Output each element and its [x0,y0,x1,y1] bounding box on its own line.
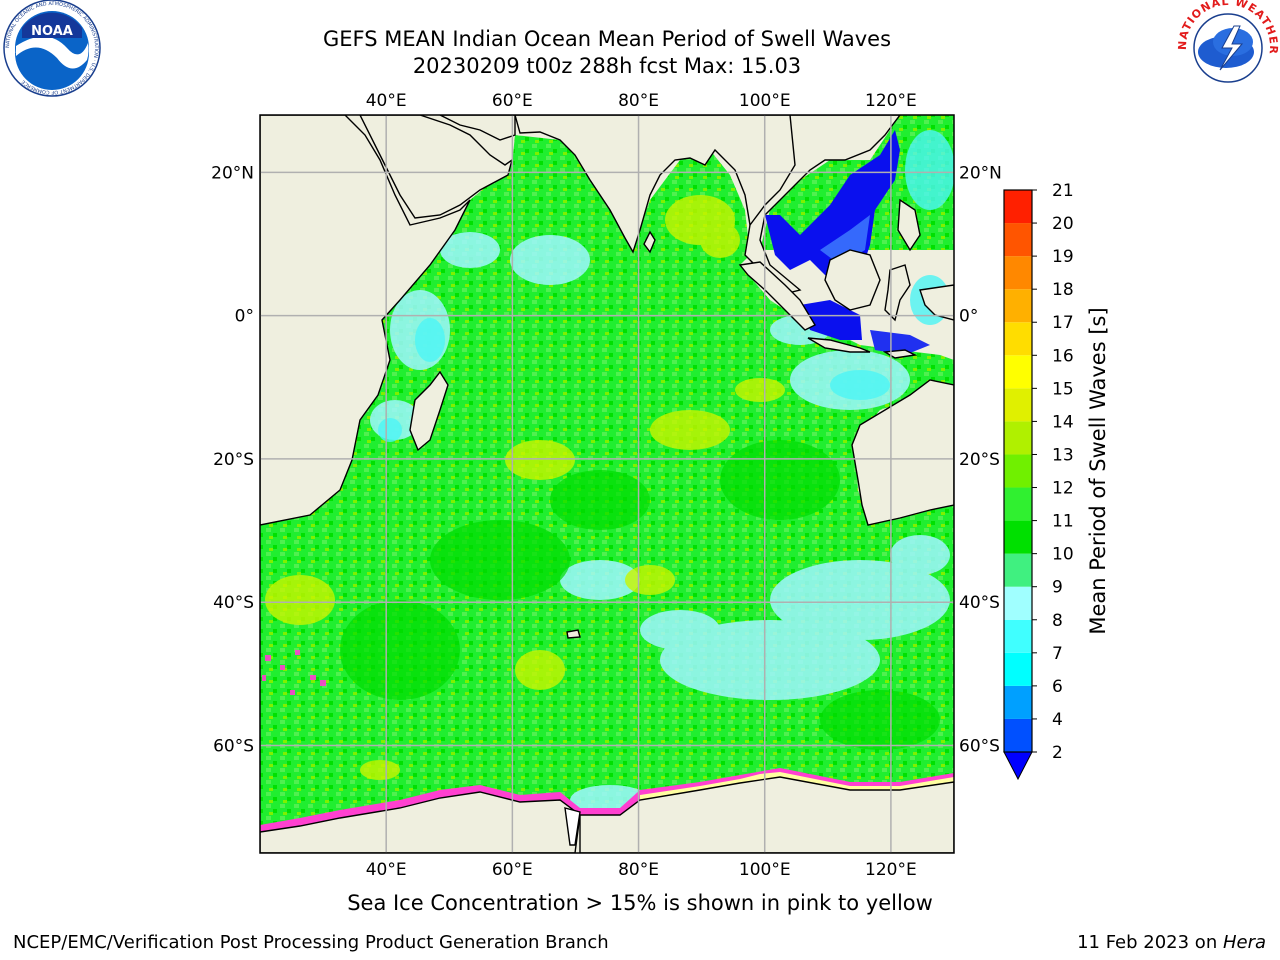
south-china-sea-field [765,130,900,280]
timor-land [882,349,918,359]
colorbar: 2 4 6 7 8 9 10 11 12 13 14 15 16 17 18 19 20 21 Mean Perio… [1003,181,1110,781]
colorbar-tick-label: 15 [1052,379,1074,399]
java-land [807,337,871,353]
lat-label-right: 60°S [959,737,1000,757]
footer-date-text: 11 Feb 2023 on [1077,932,1223,953]
land-masses [260,115,954,853]
colorbar-tick-label: 8 [1052,611,1063,631]
colorbar-segment [1004,454,1032,488]
lon-label-top: 120°E [865,91,917,111]
colorbar-tick-label: 18 [1052,280,1074,300]
colorbar-tick-label: 14 [1052,412,1074,432]
lat-label-left: 20°N [211,163,254,183]
lon-label-bottom: 60°E [492,860,533,880]
colorbar-tick-label: 20 [1052,214,1074,234]
colorbar-segment [1004,289,1032,323]
colorbar-segment [1004,487,1032,521]
antarctica-land [260,791,581,853]
sri-lanka-land [643,230,656,254]
nws-logo: NATIONAL WEATHER SERVICE [1176,0,1279,96]
colorbar-segment [1004,190,1032,224]
java-sea-field [800,300,862,340]
colorbar-tick-label: 10 [1052,545,1074,565]
sumatra-land [738,261,816,331]
map-subtitle: 20230209 t00z 288h fcst Max: 15.03 [412,54,802,78]
lon-label-bottom: 120°E [865,860,917,880]
colorbar-segment [1004,355,1032,389]
map-title: GEFS MEAN Indian Ocean Mean Period of Sw… [322,27,892,51]
footer-host: Hera [1222,932,1266,953]
high-period-patches [265,195,785,780]
banda-sea-field [870,330,930,355]
colorbar-segment [1004,322,1032,356]
kerguelen-land [566,629,581,639]
colorbar-segment [1004,652,1032,686]
deep-green-patches [340,440,940,750]
lat-label-right: 0° [959,307,978,327]
lat-label-left: 0° [235,307,254,327]
colorbar-tick-label: 19 [1052,247,1074,267]
noaa-logo: NOAA NATIONAL OCEANIC AND ATMOSPHERIC AD… [3,0,101,97]
colorbar-tick-label: 6 [1052,677,1063,697]
colorbar-label: Mean Period of Swell Waves [s] [1086,307,1110,634]
colorbar-tick-label: 7 [1052,644,1063,664]
lat-label-right: 20°S [959,450,1000,470]
colorbar-segment [1004,520,1032,554]
arabia-land [359,115,514,219]
colorbar-under-arrow [1003,751,1033,781]
australia-land [851,379,954,526]
lat-label-right: 20°N [959,163,1002,183]
colorbar-tick-label: 16 [1052,346,1074,366]
colorbar-segment [1004,223,1032,257]
colorbar-tick-label: 2 [1052,743,1063,763]
lat-label-left: 20°S [213,450,254,470]
amery-ice-notch [564,807,581,846]
colorbar-segment [1004,388,1032,422]
lat-label-left: 40°S [213,593,254,613]
colorbar-tick-label: 13 [1052,445,1074,465]
philippines-land [897,198,921,252]
madagascar-land [409,370,449,452]
colorbar-segment [1004,685,1032,719]
noaa-logo-text: NOAA [31,24,73,39]
southeast-asia-land [744,115,901,296]
colorbar-tick-label: 21 [1052,181,1074,201]
lon-label-bottom: 40°E [366,860,407,880]
lon-label-top: 80°E [618,91,659,111]
colorbar-tick-label: 9 [1052,578,1063,598]
colorbar-tick-label: 12 [1052,479,1074,499]
axis-labels: 40°E 40°E 60°E 60°E 80°E 80°E 100°E 100°E 120°E 1… [211,91,1002,880]
colorbar-frame [1003,189,1033,753]
lat-label-left: 60°S [213,737,254,757]
antarctica-land-east [579,776,954,853]
colorbar-segment [1004,421,1032,455]
lon-label-top: 40°E [366,91,407,111]
colorbar-segment [1004,553,1032,587]
colorbar-segment [1004,619,1032,653]
lat-label-right: 40°S [959,593,1000,613]
lon-label-top: 100°E [739,91,791,111]
new-guinea-land [919,284,954,321]
borneo-land [824,249,881,311]
cyan-patches [378,130,954,442]
colorbar-segment [1004,586,1032,620]
footer-date: 11 Feb 2023 on Hera [1077,932,1266,953]
colorbar-tick-label: 4 [1052,710,1063,730]
colorbar-segment [1004,718,1032,752]
colorbar-tick-label: 11 [1052,512,1074,532]
map-frame [259,114,955,854]
sea-ice-caption: Sea Ice Concentration > 15% is shown in … [347,891,933,915]
lon-label-bottom: 80°E [618,860,659,880]
lon-label-top: 60°E [492,91,533,111]
colorbar-tick-label: 17 [1052,313,1074,333]
lon-label-bottom: 100°E [739,860,791,880]
map-plot-area [260,115,954,853]
footer-credit: NCEP/EMC/Verification Post Processing Pr… [13,932,609,953]
persia-land [439,115,516,141]
colorbar-segment [1004,256,1032,290]
graticule [260,115,954,853]
